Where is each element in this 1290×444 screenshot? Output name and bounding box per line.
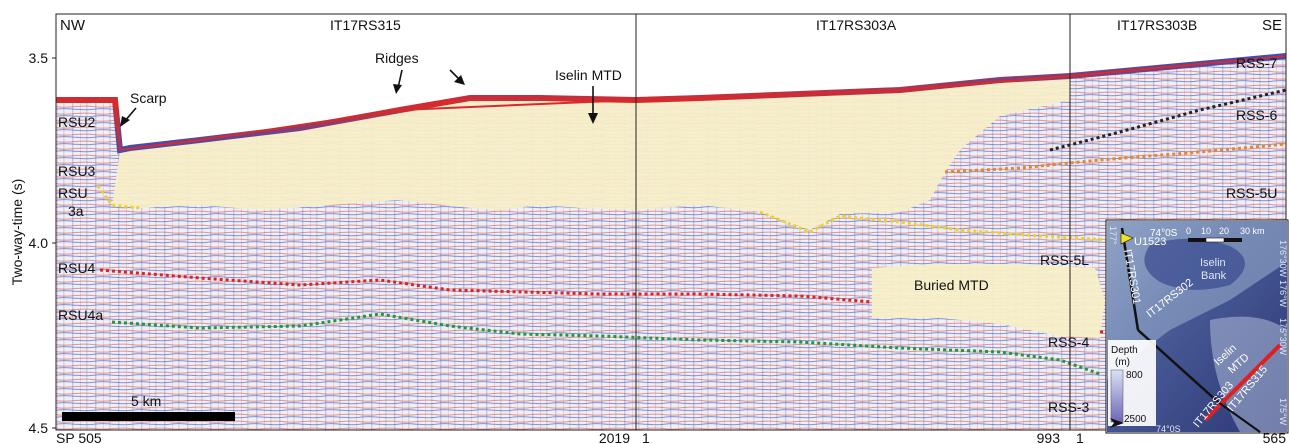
profile-name-middle: IT17RS303A xyxy=(816,17,897,33)
unit-label-rss5l: RSS-5L xyxy=(1040,252,1089,268)
sp-end-middle: 993 xyxy=(1037,430,1061,444)
inset-bank-label-1: Iselin xyxy=(1200,257,1226,269)
inset-lon-4: 175°W xyxy=(1278,398,1288,426)
unit-label-rsu3: RSU3 xyxy=(58,163,96,179)
sp-end-left: 2019 xyxy=(599,430,630,444)
annotation-iselin-mtd: Iselin MTD xyxy=(555,67,622,83)
sp-start-right: 1 xyxy=(1076,430,1084,444)
inset-lat-bottom: 74°0S xyxy=(1156,424,1181,434)
unit-label-3a: 3a xyxy=(68,203,84,219)
inset-lat-top: 74°0S xyxy=(1150,228,1178,239)
unit-label-rsu4: RSU4 xyxy=(58,260,96,276)
inset-scale-10: 10 xyxy=(1201,226,1211,236)
depth-legend-title-1: Depth xyxy=(1111,345,1138,356)
depth-legend-max: 2500 xyxy=(1124,414,1147,425)
y-axis: 3.5 4.0 4.5 Two-way-time (s) xyxy=(9,50,56,436)
inset-scale-0: 0 xyxy=(1186,226,1191,236)
inset-lon-left: 177° xyxy=(1108,226,1118,245)
y-tick-label: 4.0 xyxy=(29,235,49,251)
annotation-scarp: Scarp xyxy=(130,90,167,106)
depth-legend-min: 800 xyxy=(1126,370,1143,381)
profile-name-left: IT17RS315 xyxy=(330,17,401,33)
y-axis-label: Two-way-time (s) xyxy=(9,179,25,286)
unit-label-rss3: RSS-3 xyxy=(1048,399,1089,415)
sp-start-middle: 1 xyxy=(642,430,650,444)
depth-legend: Depth (m) 800 2500 xyxy=(1108,340,1156,426)
unit-label-rsu4a: RSU4a xyxy=(58,307,103,323)
inset-lon-1: 176°30W xyxy=(1278,240,1288,278)
unit-label-rsu2: RSU2 xyxy=(58,114,96,130)
inset-map: U1523 74°0S 0 10 20 30 km Iselin Bank 17… xyxy=(1106,220,1288,434)
annotation-ridges: Ridges xyxy=(375,50,419,66)
y-tick-label: 4.5 xyxy=(29,420,49,436)
direction-start: NW xyxy=(60,17,86,34)
unit-label-rss5u: RSS-5U xyxy=(1226,185,1277,201)
depth-legend-title-2: (m) xyxy=(1115,357,1130,368)
unit-label-rss6: RSS-6 xyxy=(1236,107,1277,123)
scale-bar-rect xyxy=(62,412,235,421)
scale-bar-label: 5 km xyxy=(131,393,161,409)
annotation-buried-mtd: Buried MTD xyxy=(914,277,989,293)
unit-label-rsu: RSU xyxy=(58,185,88,201)
inset-scale-30: 30 km xyxy=(1240,226,1265,236)
sp-start-left: SP 505 xyxy=(56,430,102,444)
unit-label-rss4: RSS-4 xyxy=(1048,334,1089,350)
direction-end: SE xyxy=(1262,17,1282,34)
inset-bank-label-2: Bank xyxy=(1201,270,1227,282)
inset-scale-20: 20 xyxy=(1219,226,1229,236)
inset-lon-2: 176°W xyxy=(1278,280,1288,308)
inset-lon-3: 175°30W xyxy=(1278,318,1288,356)
y-tick-label: 3.5 xyxy=(29,50,49,66)
seismic-section xyxy=(56,14,1286,430)
unit-label-rss7: RSS-7 xyxy=(1236,55,1277,71)
profile-name-right: IT17RS303B xyxy=(1117,17,1197,33)
